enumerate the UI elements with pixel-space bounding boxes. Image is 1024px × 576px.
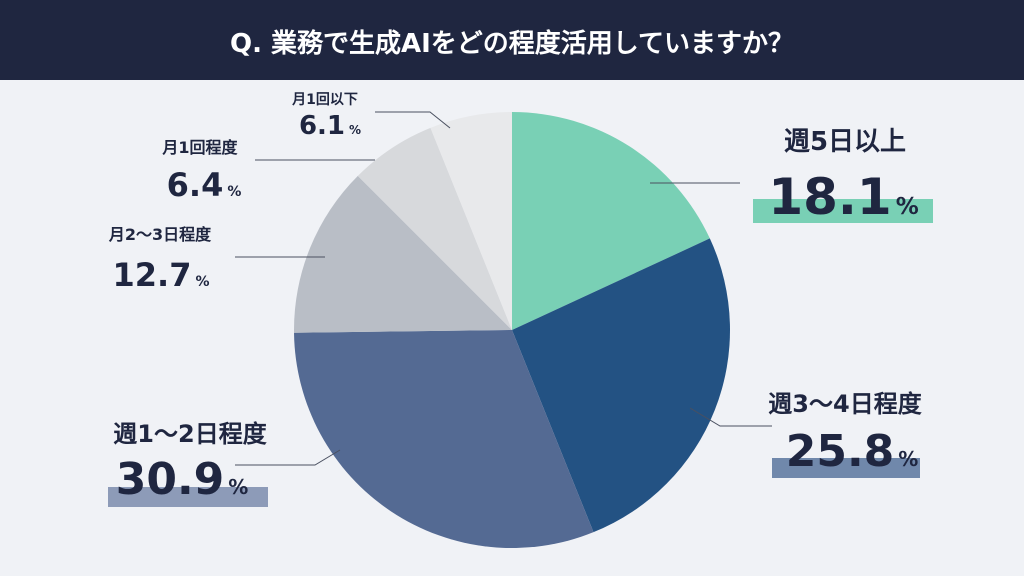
pie-slice [294,175,512,333]
value-label: 6.4 [167,166,224,204]
slice-label: 週5日以上 [784,127,906,157]
value-unit: % [349,123,361,137]
value-label: 30.9 [116,454,225,505]
slice-label: 月1回程度 [161,138,238,157]
leader-line [689,407,772,427]
slice-label: 週1〜2日程度 [113,420,267,448]
value-label: 18.1 [768,168,891,226]
pie-slice [512,112,710,330]
value-unit: % [227,184,241,200]
slice-label: 月2〜3日程度 [108,225,212,244]
slice-label: 週3〜4日程度 [768,390,922,418]
leader-line [235,449,341,466]
header-bar [0,0,1024,80]
value-unit: % [896,194,919,220]
value-highlight [108,487,268,507]
value-label: 6.1 [299,111,345,141]
pie-slice [294,330,594,548]
leader-line [375,111,451,129]
chart-title: Q. 業務で生成AIをどの程度活用していますか？ [230,28,794,59]
pie-slice [430,112,512,330]
value-unit: % [195,274,209,290]
value-unit: % [898,447,918,471]
value-highlight [772,458,920,478]
value-label: 12.7 [113,256,192,294]
pie-slice [357,127,512,330]
slice-label: 月1回以下 [291,92,358,108]
value-label: 25.8 [786,426,895,477]
value-unit: % [228,475,248,499]
value-highlight [753,199,933,223]
pie-slice [512,238,730,533]
